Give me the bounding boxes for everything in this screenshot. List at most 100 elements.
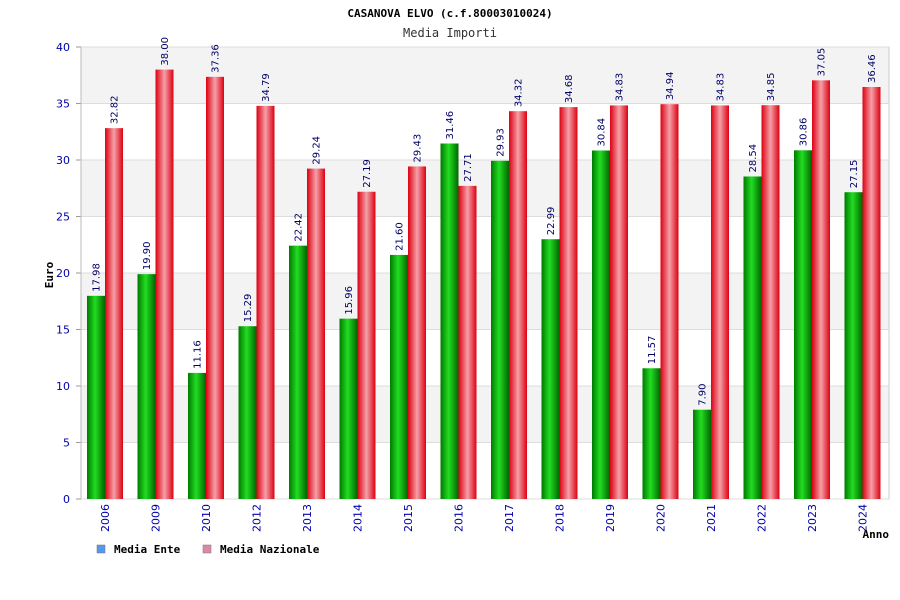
legend-swatch (96, 544, 106, 554)
value-label: 27.19 (362, 159, 373, 188)
bars (87, 69, 881, 500)
y-tick-label: 35 (56, 98, 70, 111)
value-label: 22.99 (546, 207, 557, 236)
bar-media-ente (339, 318, 358, 499)
value-label: 15.29 (243, 294, 254, 323)
bar-media-ente (541, 239, 560, 499)
x-axis-label: Anno (863, 528, 890, 541)
bar-media-nazionale (509, 111, 527, 500)
bar-media-ente (794, 150, 812, 500)
y-tick-label: 15 (56, 324, 70, 337)
value-label: 19.90 (142, 241, 153, 270)
x-tick-label: 2024 (857, 504, 870, 532)
x-tick-label: 2010 (200, 504, 213, 532)
bar-media-nazionale (660, 104, 679, 499)
y-tick-label: 40 (56, 41, 70, 54)
value-label: 27.15 (849, 160, 860, 189)
value-label: 30.84 (597, 118, 608, 147)
value-label: 32.82 (110, 95, 121, 124)
chart-subtitle: Media Importi (403, 26, 497, 40)
legend: Media Ente Media Nazionale (96, 543, 320, 556)
bar-media-ente (844, 192, 863, 499)
value-label: 7.90 (698, 383, 709, 405)
value-label: 34.85 (766, 73, 777, 102)
bar-media-ente (188, 372, 206, 499)
value-label: 11.16 (193, 340, 204, 369)
x-tick-label: 2020 (655, 504, 668, 532)
value-label: 29.24 (312, 136, 323, 165)
value-label: 34.94 (665, 72, 676, 101)
bar-media-nazionale (711, 105, 729, 500)
value-labels: 17.98 32.82 19.90 38.00 11.16 37.36 15.29 34.79… (92, 37, 879, 406)
y-axis-label: Euro (43, 261, 56, 288)
bar-media-nazionale (862, 87, 881, 499)
value-label: 22.42 (294, 213, 305, 242)
value-label: 38.00 (160, 37, 171, 66)
value-label: 34.83 (615, 73, 626, 102)
value-label: 29.43 (413, 134, 424, 163)
value-label: 15.96 (344, 286, 355, 315)
value-label: 34.32 (514, 79, 525, 108)
x-tick-label: 2006 (99, 504, 112, 532)
bar-media-nazionale (256, 105, 275, 500)
y-tick-label: 10 (56, 380, 70, 393)
bar-media-nazionale (761, 105, 780, 499)
value-label: 21.60 (395, 222, 406, 251)
value-label: 28.54 (748, 144, 759, 173)
bar-media-nazionale (307, 168, 325, 499)
bar-media-ente (743, 176, 762, 500)
x-tick-label: 2012 (251, 504, 264, 532)
bar-media-nazionale (206, 76, 224, 499)
bar-media-ente (238, 326, 257, 499)
value-label: 30.86 (799, 118, 810, 147)
legend-swatch (202, 544, 212, 554)
y-tick-label: 25 (56, 211, 70, 224)
x-tick-label: 2018 (554, 504, 567, 532)
bar-media-nazionale (559, 107, 578, 499)
y-tick-label: 30 (56, 154, 70, 167)
y-tick-label: 20 (56, 267, 70, 280)
value-label: 34.68 (564, 74, 575, 103)
bar-media-ente (87, 295, 105, 499)
chart-title: CASANOVA ELVO (c.f.80003010024) (347, 7, 552, 20)
bar-media-ente (642, 368, 661, 499)
x-tick-label: 2021 (705, 504, 718, 532)
value-label: 36.46 (867, 54, 878, 83)
value-label: 29.93 (496, 128, 507, 157)
bar-media-ente (592, 150, 610, 499)
bar-media-ente (390, 254, 408, 499)
value-label: 34.79 (261, 73, 272, 102)
bar-media-nazionale (458, 185, 477, 499)
y-tick-label: 5 (63, 437, 70, 450)
value-label: 17.98 (92, 263, 103, 292)
x-tick-label: 2016 (453, 504, 466, 532)
value-label: 37.36 (211, 44, 222, 73)
bar-media-nazionale (408, 166, 426, 500)
y-axis-ticks: 0 5 10 15 20 25 30 35 40 (56, 41, 82, 506)
bar-media-nazionale (610, 105, 628, 500)
legend-label: Media Nazionale (220, 543, 320, 556)
x-tick-label: 2013 (301, 504, 314, 532)
bar-media-ente (693, 409, 711, 499)
bar-media-ente (440, 143, 459, 499)
value-label: 27.71 (463, 153, 474, 182)
bar-media-nazionale (812, 80, 830, 500)
y-tick-label: 0 (63, 493, 70, 506)
x-tick-label: 2017 (503, 504, 516, 532)
x-tick-label: 2023 (806, 504, 819, 532)
bar-media-nazionale (155, 69, 174, 499)
legend-label: Media Ente (114, 543, 181, 556)
bar-media-nazionale (105, 128, 123, 499)
value-label: 34.83 (716, 73, 727, 102)
x-tick-label: 2022 (756, 504, 769, 532)
value-label: 11.57 (647, 336, 658, 365)
category-labels: 2006 2009 2010 2012 2013 2014 2015 2016 2017 2018… (99, 504, 870, 532)
bar-media-ente (289, 245, 307, 499)
bar-media-ente (491, 160, 509, 499)
value-label: 31.46 (445, 111, 456, 140)
x-tick-label: 2019 (604, 504, 617, 532)
x-tick-label: 2015 (402, 504, 415, 532)
bar-media-ente (137, 274, 156, 499)
x-tick-label: 2014 (352, 504, 365, 532)
